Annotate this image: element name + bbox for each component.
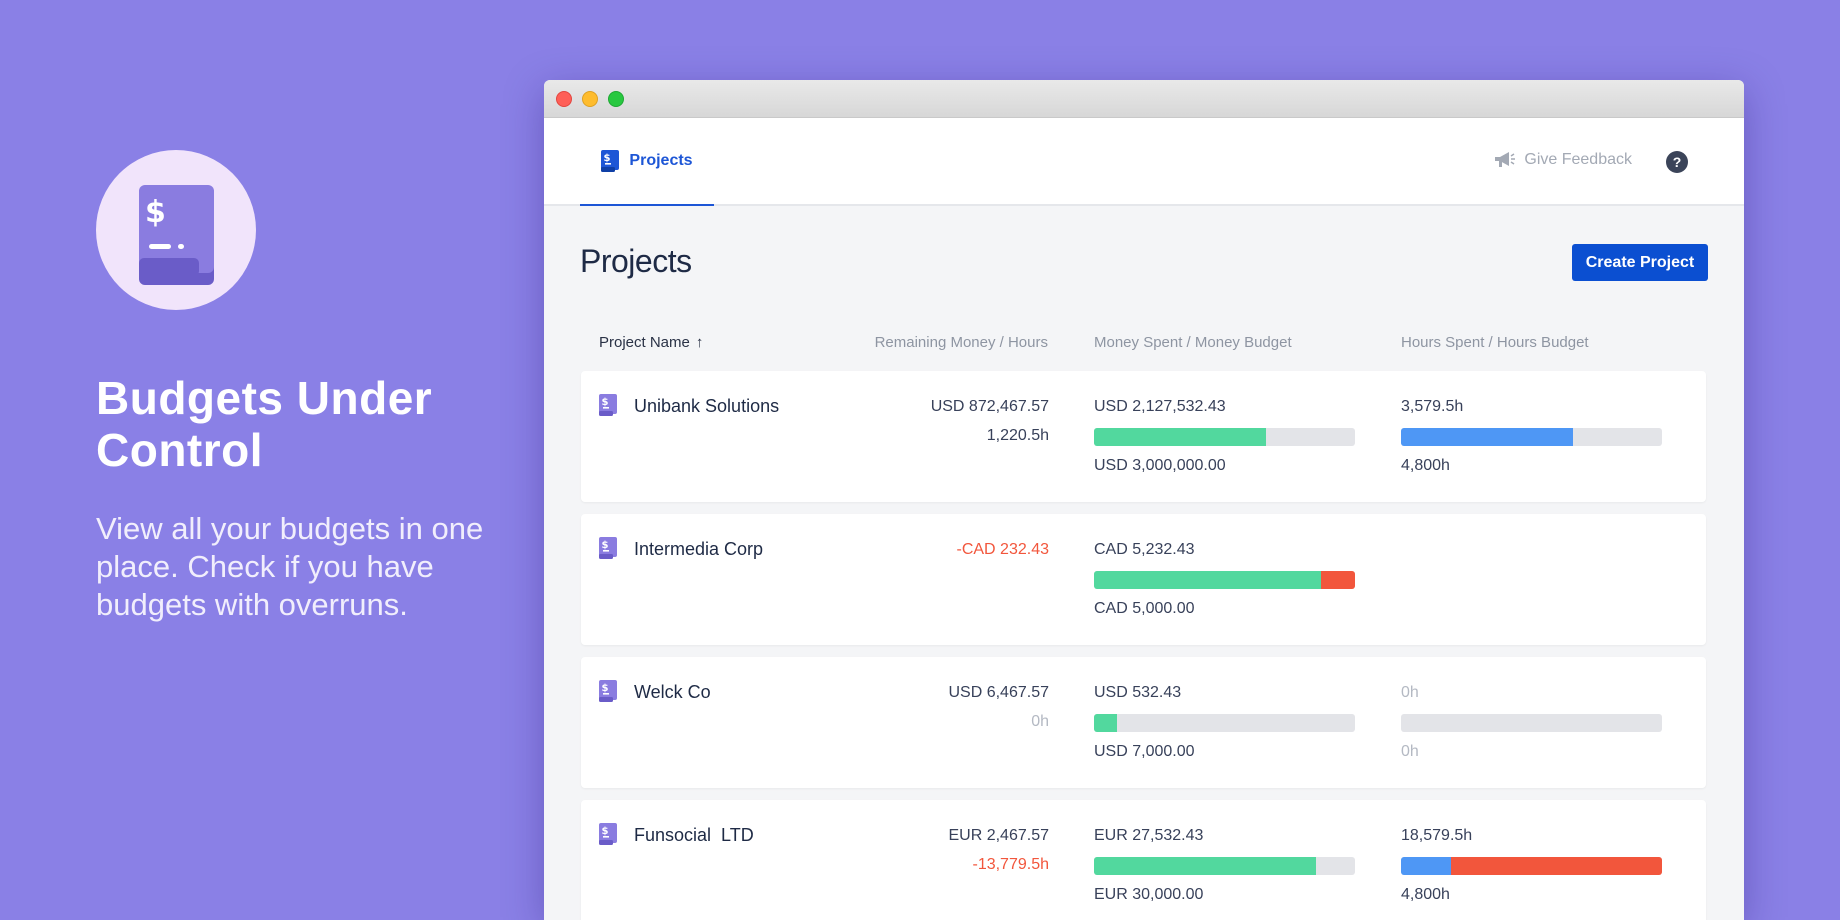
remaining-money: -CAD 232.43 [956,541,1050,558]
remaining-hours: 1,220.5h [986,427,1049,444]
money-spent: USD 532.43 [1094,684,1182,701]
money-budget: USD 7,000.00 [1094,743,1195,760]
promo-description: View all your budgets in one place. Chec… [96,511,484,622]
project-name[interactable]: Funsocial LTD [634,825,754,845]
budget-book-icon: $ [139,185,214,285]
table-row[interactable]: $ Welck Co USD 6,467.57 0h USD 532.43 US… [581,657,1706,788]
help-icon[interactable]: ? [1666,151,1688,173]
project-name[interactable]: Intermedia Corp [634,539,764,559]
money-overrun-fill [1321,571,1355,589]
promo-title: Budgets Under Control [96,372,433,476]
remaining-hours: 0h [1031,713,1049,730]
close-window-button[interactable] [556,91,572,107]
project-icon: $ [599,680,617,702]
maximize-window-button[interactable] [608,91,624,107]
give-feedback-label: Give Feedback [1524,151,1632,168]
money-spent-fill [1094,857,1316,875]
column-header-money: Money Spent / Money Budget [1094,334,1292,351]
table-row[interactable]: $ Intermedia Corp -CAD 232.43 CAD 5,232.… [581,514,1706,645]
app-window: $ Projects Give Feedback ? Projects Crea… [544,80,1744,920]
svg-text:$: $ [602,683,609,694]
hours-spent-fill [1401,428,1574,446]
money-budget: CAD 5,000.00 [1094,600,1195,617]
project-name[interactable]: Welck Co [634,682,711,702]
top-navigation: $ Projects Give Feedback ? [544,118,1744,206]
money-spent: CAD 5,232.43 [1094,541,1195,558]
hours-spent: 0h [1401,684,1419,701]
window-titlebar [544,80,1744,118]
svg-text:$: $ [604,153,611,164]
project-name[interactable]: Unibank Solutions [634,396,780,416]
tab-projects[interactable]: $ Projects [580,118,714,206]
money-progress-bar [1094,571,1355,589]
remaining-money: EUR 2,467.57 [948,827,1049,844]
money-spent-fill [1094,571,1322,589]
money-budget: EUR 30,000.00 [1094,886,1204,903]
column-header-project-name[interactable]: Project Name ↑ [599,334,703,351]
hours-progress-bar [1401,714,1662,732]
remaining-money: USD 872,467.57 [930,398,1049,415]
hours-progress-bar [1401,428,1662,446]
money-progress-bar [1094,428,1355,446]
tab-projects-label: Projects [629,152,693,169]
money-spent: EUR 27,532.43 [1094,827,1204,844]
project-icon: $ [599,394,617,416]
money-spent-fill [1094,714,1118,732]
minimize-window-button[interactable] [582,91,598,107]
hours-spent: 3,579.5h [1401,398,1464,415]
hours-overrun-fill [1450,857,1662,875]
column-header-hours: Hours Spent / Hours Budget [1401,334,1589,351]
hours-budget: 0h [1401,743,1419,760]
sort-ascending-icon: ↑ [695,334,704,351]
give-feedback-button[interactable]: Give Feedback [1494,151,1632,169]
megaphone-icon [1495,152,1516,167]
column-header-project-name-label: Project Name [599,334,690,351]
svg-text:$: $ [145,195,166,230]
svg-text:$: $ [602,397,609,408]
table-row[interactable]: $ Unibank Solutions USD 872,467.57 1,220… [581,371,1706,502]
table-row[interactable]: $ Funsocial LTD EUR 2,467.57 -13,779.5h … [581,800,1706,920]
money-budget: USD 3,000,000.00 [1094,457,1226,474]
page-title: Projects [580,243,692,279]
remaining-money: USD 6,467.57 [948,684,1049,701]
hours-spent-fill [1401,857,1451,875]
money-spent: USD 2,127,532.43 [1094,398,1226,415]
create-project-button[interactable]: Create Project [1572,244,1708,281]
money-progress-bar [1094,714,1355,732]
money-progress-bar [1094,857,1355,875]
svg-text:$: $ [602,540,609,551]
hours-spent: 18,579.5h [1401,827,1473,844]
hours-budget: 4,800h [1401,886,1450,903]
hours-progress-bar [1401,857,1662,875]
svg-text:$: $ [602,826,609,837]
hours-budget: 4,800h [1401,457,1450,474]
budget-book-icon: $ [601,150,620,172]
promo-icon-badge: $ [96,150,256,310]
project-icon: $ [599,537,617,559]
project-icon: $ [599,823,617,845]
money-spent-fill [1094,428,1267,446]
remaining-hours: -13,779.5h [972,856,1049,873]
column-header-remaining: Remaining Money / Hours [874,334,1048,351]
